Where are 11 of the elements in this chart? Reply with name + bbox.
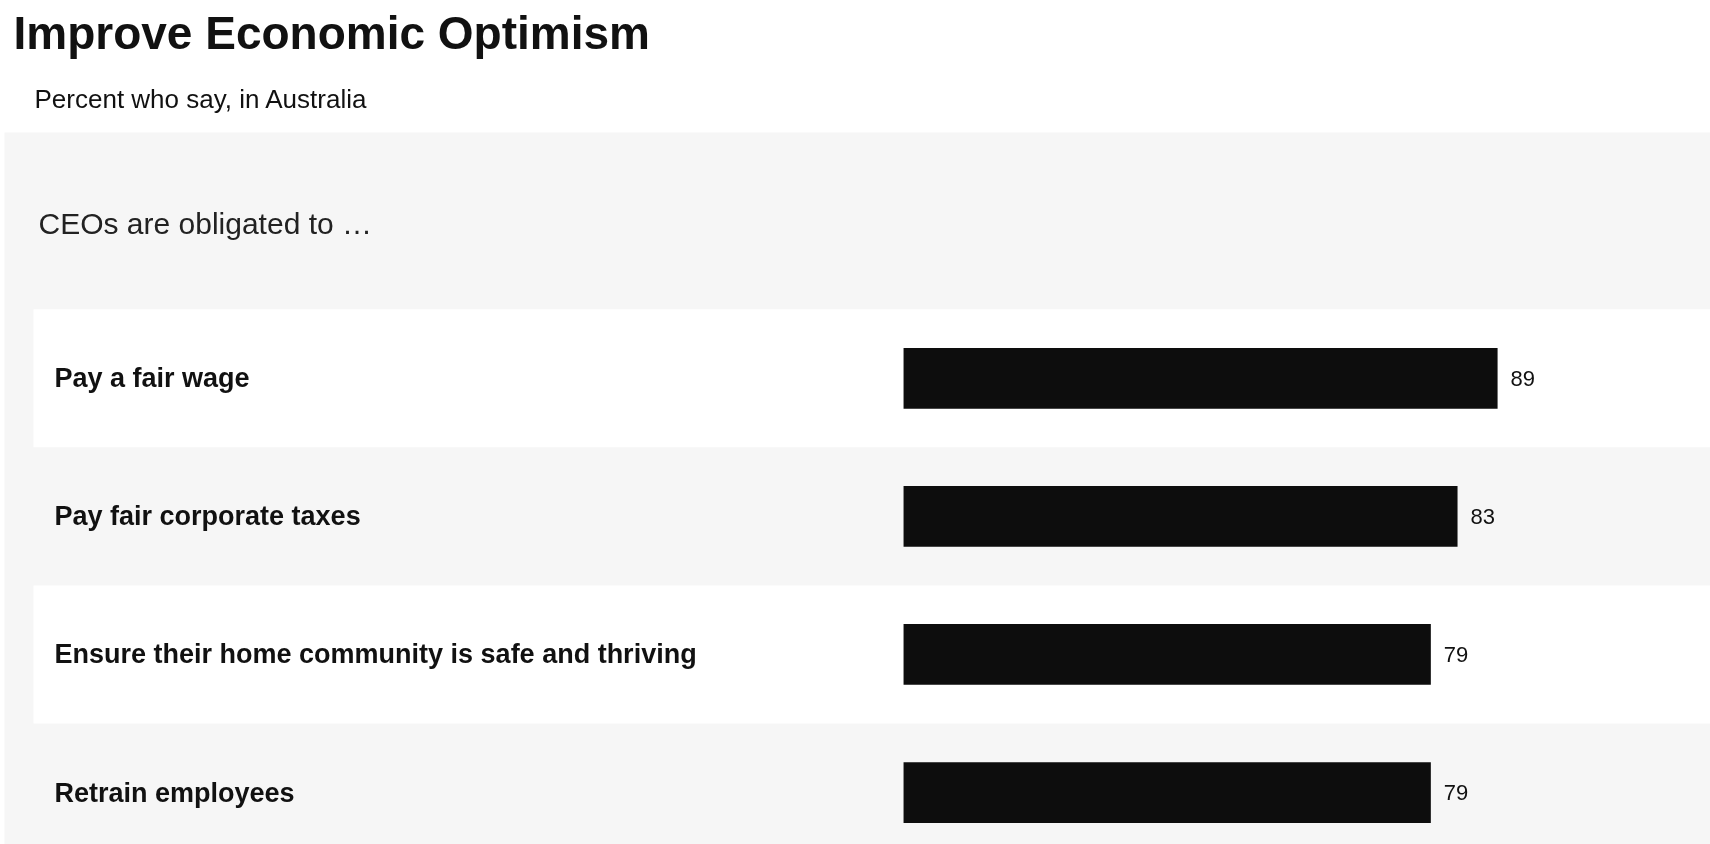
data-label: 79 <box>1443 641 1469 667</box>
text: Percent who say, in Australia <box>34 83 367 114</box>
data-label: 83 <box>1470 503 1496 529</box>
y-tick-label: Retrain employees <box>54 777 295 808</box>
text: CEOs are obligated to … <box>38 207 373 240</box>
y-tick-label: Pay a fair wage <box>54 363 250 394</box>
text: Improve Economic Optimism <box>13 6 650 59</box>
y-tick-label: Ensure their home community is safe and thriving <box>54 639 697 670</box>
data-label: 79 <box>1443 780 1469 806</box>
data-label: 89 <box>1510 365 1536 391</box>
y-tick-label: Pay fair corporate taxes <box>54 501 361 532</box>
